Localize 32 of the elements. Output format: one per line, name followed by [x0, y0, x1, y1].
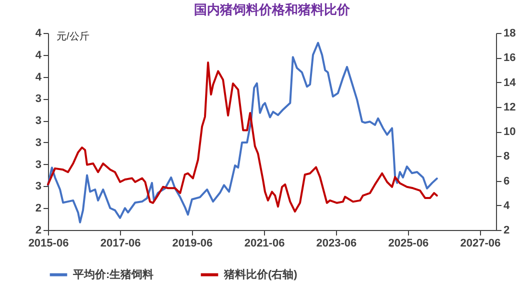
- y-axis-title: 元/公斤: [56, 30, 90, 42]
- legend-label: 猪料比价(右轴): [223, 268, 298, 281]
- y-tick-label: 3: [35, 93, 42, 106]
- y2-tick-label: 16: [504, 52, 516, 64]
- x-tick-label: 2015-06: [28, 238, 69, 250]
- y2-tick-label: 6: [504, 175, 510, 188]
- line-series: [47, 62, 438, 213]
- y2-tick-label: 8: [504, 150, 510, 163]
- legend-label: 平均价:生猪饲料: [72, 268, 154, 281]
- y-tick-label: 3: [35, 180, 42, 193]
- line-series: [47, 42, 438, 224]
- x-tick-label: 2019-06: [172, 238, 213, 250]
- y2-tick-label: 14: [504, 76, 517, 89]
- y2-tick-label: 18: [504, 28, 516, 40]
- x-tick-label: 2025-06: [388, 238, 429, 250]
- y2-tick-label: 2: [504, 224, 510, 236]
- y2-tick-label: 4: [504, 200, 510, 212]
- y-tick-label: 4: [35, 71, 42, 84]
- x-tick-label: 2021-06: [244, 238, 285, 250]
- y-tick-label: 3: [35, 136, 42, 149]
- y-tick-label: 4: [35, 28, 42, 40]
- x-tick-label: 2017-06: [100, 238, 141, 250]
- y2-tick-label: 12: [504, 101, 516, 114]
- y-tick-label: 3: [35, 158, 42, 171]
- x-tick-label: 2023-06: [316, 238, 357, 250]
- chart-title: 国内猪饲料价格和猪料比价: [194, 2, 351, 17]
- x-tick-label: 2027-06: [460, 238, 501, 250]
- y-tick-label: 2: [35, 224, 42, 236]
- y-tick-label: 2: [35, 202, 42, 215]
- y2-tick-label: 10: [504, 126, 516, 138]
- y-tick-label: 3: [35, 115, 42, 128]
- y-tick-label: 4: [35, 49, 42, 62]
